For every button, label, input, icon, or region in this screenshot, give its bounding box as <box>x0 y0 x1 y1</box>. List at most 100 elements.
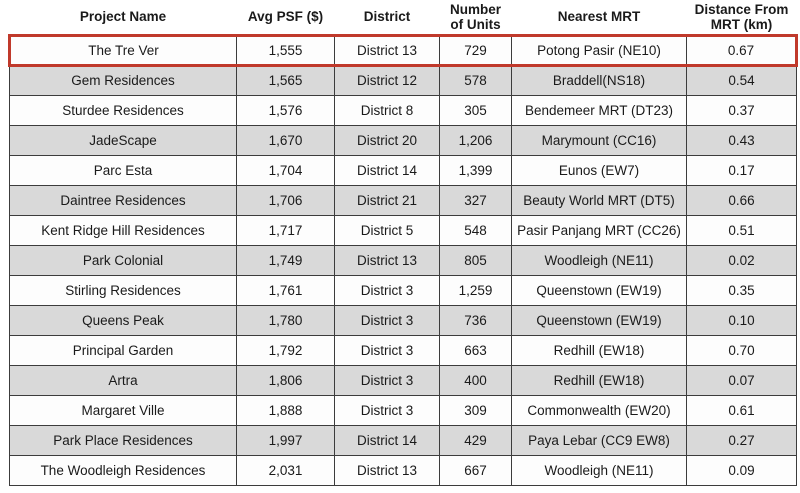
cell-nearest-mrt: Redhill (EW18) <box>511 364 687 396</box>
cell-district: District 8 <box>334 94 440 126</box>
cell-distance-mrt: 0.43 <box>686 124 797 156</box>
table-row: The Tre Ver 1,555 District 13 729 Potong… <box>8 33 798 67</box>
cell-district: District 12 <box>334 64 440 96</box>
cell-distance-mrt: 0.10 <box>686 304 797 336</box>
cell-distance-mrt: 0.17 <box>686 154 797 186</box>
cell-number-units: 578 <box>439 64 512 96</box>
cell-distance-mrt: 0.70 <box>686 334 797 366</box>
cell-distance-mrt: 0.07 <box>686 364 797 396</box>
cell-avg-psf: 1,792 <box>236 334 335 366</box>
table-row: Parc Esta 1,704 District 14 1,399 Eunos … <box>9 154 797 186</box>
cell-distance-mrt: 0.51 <box>686 214 797 246</box>
table-row: Park Place Residences 1,997 District 14 … <box>9 424 797 456</box>
cell-number-units: 548 <box>439 214 512 246</box>
cell-number-units: 429 <box>439 424 512 456</box>
cell-project-name: Gem Residences <box>9 64 237 96</box>
cell-avg-psf: 1,706 <box>236 184 335 216</box>
cell-number-units: 1,206 <box>439 124 512 156</box>
cell-nearest-mrt: Pasir Panjang MRT (CC26) <box>511 214 687 246</box>
cell-district: District 13 <box>334 33 440 67</box>
cell-project-name: The Woodleigh Residences <box>9 454 237 486</box>
cell-nearest-mrt: Marymount (CC16) <box>511 124 687 156</box>
cell-number-units: 305 <box>439 94 512 126</box>
cell-number-units: 663 <box>439 334 512 366</box>
cell-avg-psf: 1,806 <box>236 364 335 396</box>
cell-nearest-mrt: Paya Lebar (CC9 EW8) <box>511 424 687 456</box>
cell-project-name: Stirling Residences <box>9 274 237 306</box>
cell-project-name: Sturdee Residences <box>9 94 237 126</box>
cell-nearest-mrt: Commonwealth (EW20) <box>511 394 687 426</box>
cell-district: District 20 <box>334 124 440 156</box>
cell-district: District 5 <box>334 214 440 246</box>
table-row: Park Colonial 1,749 District 13 805 Wood… <box>9 244 797 276</box>
cell-project-name: JadeScape <box>9 124 237 156</box>
cell-nearest-mrt: Woodleigh (NE11) <box>511 244 687 276</box>
cell-project-name: The Tre Ver <box>8 33 237 67</box>
table-row: Kent Ridge Hill Residences 1,717 Distric… <box>9 214 797 246</box>
header-nearest-mrt: Nearest MRT <box>511 2 687 36</box>
cell-nearest-mrt: Braddell(NS18) <box>511 64 687 96</box>
cell-number-units: 309 <box>439 394 512 426</box>
header-distance-mrt: Distance From MRT (km) <box>686 2 797 36</box>
table-row: Margaret Ville 1,888 District 3 309 Comm… <box>9 394 797 426</box>
cell-district: District 21 <box>334 184 440 216</box>
cell-project-name: Parc Esta <box>9 154 237 186</box>
cell-avg-psf: 1,704 <box>236 154 335 186</box>
cell-project-name: Margaret Ville <box>9 394 237 426</box>
cell-project-name: Queens Peak <box>9 304 237 336</box>
cell-avg-psf: 1,670 <box>236 124 335 156</box>
table-row: Stirling Residences 1,761 District 3 1,2… <box>9 274 797 306</box>
cell-avg-psf: 1,565 <box>236 64 335 96</box>
cell-nearest-mrt: Queenstown (EW19) <box>511 304 687 336</box>
cell-avg-psf: 1,749 <box>236 244 335 276</box>
cell-project-name: Artra <box>9 364 237 396</box>
cell-nearest-mrt: Woodleigh (NE11) <box>511 454 687 486</box>
cell-number-units: 729 <box>439 33 512 67</box>
table-row: JadeScape 1,670 District 20 1,206 Marymo… <box>9 124 797 156</box>
cell-project-name: Park Colonial <box>9 244 237 276</box>
cell-distance-mrt: 0.27 <box>686 424 797 456</box>
cell-distance-mrt: 0.35 <box>686 274 797 306</box>
cell-avg-psf: 1,761 <box>236 274 335 306</box>
cell-avg-psf: 1,576 <box>236 94 335 126</box>
cell-project-name: Daintree Residences <box>9 184 237 216</box>
cell-distance-mrt: 0.61 <box>686 394 797 426</box>
cell-avg-psf: 1,997 <box>236 424 335 456</box>
cell-avg-psf: 1,717 <box>236 214 335 246</box>
cell-avg-psf: 1,555 <box>236 33 335 67</box>
cell-district: District 3 <box>334 304 440 336</box>
header-row: Project Name Avg PSF ($) District Number… <box>9 2 797 36</box>
cell-project-name: Principal Garden <box>9 334 237 366</box>
cell-nearest-mrt: Beauty World MRT (DT5) <box>511 184 687 216</box>
table-header: Project Name Avg PSF ($) District Number… <box>9 2 797 36</box>
cell-district: District 13 <box>334 454 440 486</box>
cell-district: District 14 <box>334 154 440 186</box>
cell-nearest-mrt: Queenstown (EW19) <box>511 274 687 306</box>
cell-number-units: 327 <box>439 184 512 216</box>
header-district: District <box>334 2 440 36</box>
cell-nearest-mrt: Eunos (EW7) <box>511 154 687 186</box>
table-row: Gem Residences 1,565 District 12 578 Bra… <box>9 64 797 96</box>
cell-district: District 3 <box>334 274 440 306</box>
cell-number-units: 667 <box>439 454 512 486</box>
cell-number-units: 400 <box>439 364 512 396</box>
cell-avg-psf: 1,888 <box>236 394 335 426</box>
table-row: Principal Garden 1,792 District 3 663 Re… <box>9 334 797 366</box>
cell-district: District 3 <box>334 334 440 366</box>
project-comparison-table: Project Name Avg PSF ($) District Number… <box>8 2 798 486</box>
table-row: The Woodleigh Residences 2,031 District … <box>9 454 797 486</box>
header-number-units: Number of Units <box>439 2 512 36</box>
cell-district: District 14 <box>334 424 440 456</box>
cell-nearest-mrt: Redhill (EW18) <box>511 334 687 366</box>
cell-project-name: Kent Ridge Hill Residences <box>9 214 237 246</box>
cell-number-units: 736 <box>439 304 512 336</box>
cell-number-units: 1,259 <box>439 274 512 306</box>
table-body: The Tre Ver 1,555 District 13 729 Potong… <box>8 33 798 486</box>
header-avg-psf: Avg PSF ($) <box>236 2 335 36</box>
table-row: Artra 1,806 District 3 400 Redhill (EW18… <box>9 364 797 396</box>
table-row: Sturdee Residences 1,576 District 8 305 … <box>9 94 797 126</box>
table-row: Daintree Residences 1,706 District 21 32… <box>9 184 797 216</box>
cell-number-units: 805 <box>439 244 512 276</box>
cell-distance-mrt: 0.37 <box>686 94 797 126</box>
